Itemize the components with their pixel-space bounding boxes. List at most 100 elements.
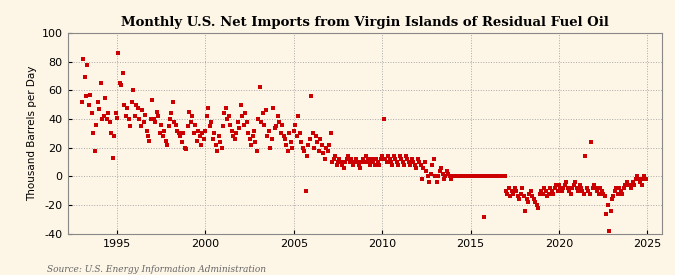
Point	[560, 183, 570, 187]
Point	[621, 180, 632, 184]
Point	[571, 186, 582, 190]
Point	[477, 174, 488, 178]
Point	[287, 145, 298, 150]
Point	[346, 157, 356, 161]
Point	[335, 160, 346, 164]
Point	[172, 128, 183, 133]
Point	[585, 191, 595, 196]
Point	[321, 145, 331, 150]
Point	[577, 189, 588, 193]
Point	[165, 117, 176, 121]
Point	[632, 174, 643, 178]
Point	[533, 206, 543, 210]
Point	[535, 191, 545, 196]
Point	[443, 171, 454, 176]
Point	[545, 186, 556, 190]
Point	[441, 169, 452, 173]
Point	[547, 191, 558, 196]
Point	[230, 137, 240, 141]
Point	[221, 105, 232, 110]
Point	[445, 174, 456, 178]
Point	[505, 194, 516, 199]
Point	[511, 189, 522, 193]
Point	[304, 137, 315, 141]
Point	[634, 180, 645, 184]
Point	[365, 163, 376, 167]
Point	[552, 189, 563, 193]
Point	[626, 186, 637, 190]
Point	[223, 114, 234, 118]
Point	[521, 197, 532, 202]
Point	[244, 137, 255, 141]
Point	[144, 138, 155, 143]
Point	[279, 137, 290, 141]
Point	[132, 105, 143, 110]
Point	[150, 120, 161, 124]
Point	[262, 134, 273, 138]
Point	[374, 163, 385, 167]
Point	[319, 157, 330, 161]
Point	[367, 157, 377, 161]
Point	[572, 189, 583, 193]
Point	[373, 160, 383, 164]
Point	[188, 131, 199, 136]
Point	[95, 81, 106, 85]
Point	[94, 107, 105, 111]
Point	[617, 191, 628, 196]
Point	[290, 123, 300, 127]
Point	[327, 160, 338, 164]
Point	[639, 174, 650, 178]
Point	[607, 197, 618, 202]
Point	[390, 157, 401, 161]
Point	[420, 160, 431, 164]
Point	[611, 186, 622, 190]
Point	[543, 191, 554, 196]
Point	[502, 191, 513, 196]
Point	[499, 174, 510, 178]
Point	[173, 131, 184, 136]
Point	[608, 194, 619, 199]
Point	[78, 57, 88, 61]
Point	[92, 100, 103, 104]
Point	[496, 174, 507, 178]
Point	[495, 174, 506, 178]
Point	[452, 174, 463, 178]
Y-axis label: Thousand Barrels per Day: Thousand Barrels per Day	[28, 66, 38, 201]
Point	[433, 174, 443, 178]
Point	[424, 180, 435, 184]
Point	[567, 186, 578, 190]
Point	[489, 174, 500, 178]
Point	[465, 174, 476, 178]
Point	[329, 154, 340, 158]
Text: Source: U.S. Energy Information Administration: Source: U.S. Energy Information Administ…	[47, 265, 266, 274]
Point	[106, 131, 117, 136]
Point	[274, 120, 285, 124]
Point	[349, 160, 360, 164]
Point	[439, 177, 450, 182]
Point	[487, 174, 498, 178]
Point	[104, 120, 115, 124]
Point	[530, 200, 541, 204]
Point	[99, 114, 109, 118]
Point	[171, 123, 182, 127]
Point	[182, 124, 193, 128]
Point	[151, 110, 162, 114]
Point	[234, 125, 245, 130]
Point	[580, 154, 591, 158]
Point	[566, 191, 576, 196]
Point	[126, 100, 137, 104]
Point	[148, 117, 159, 121]
Point	[614, 186, 625, 190]
Point	[399, 163, 410, 167]
Point	[236, 103, 246, 107]
Point	[481, 174, 492, 178]
Point	[250, 140, 261, 144]
Point	[137, 108, 148, 113]
Point	[350, 157, 361, 161]
Point	[347, 163, 358, 167]
Point	[275, 131, 286, 136]
Point	[406, 157, 417, 161]
Point	[490, 174, 501, 178]
Point	[497, 174, 508, 178]
Point	[610, 189, 620, 193]
